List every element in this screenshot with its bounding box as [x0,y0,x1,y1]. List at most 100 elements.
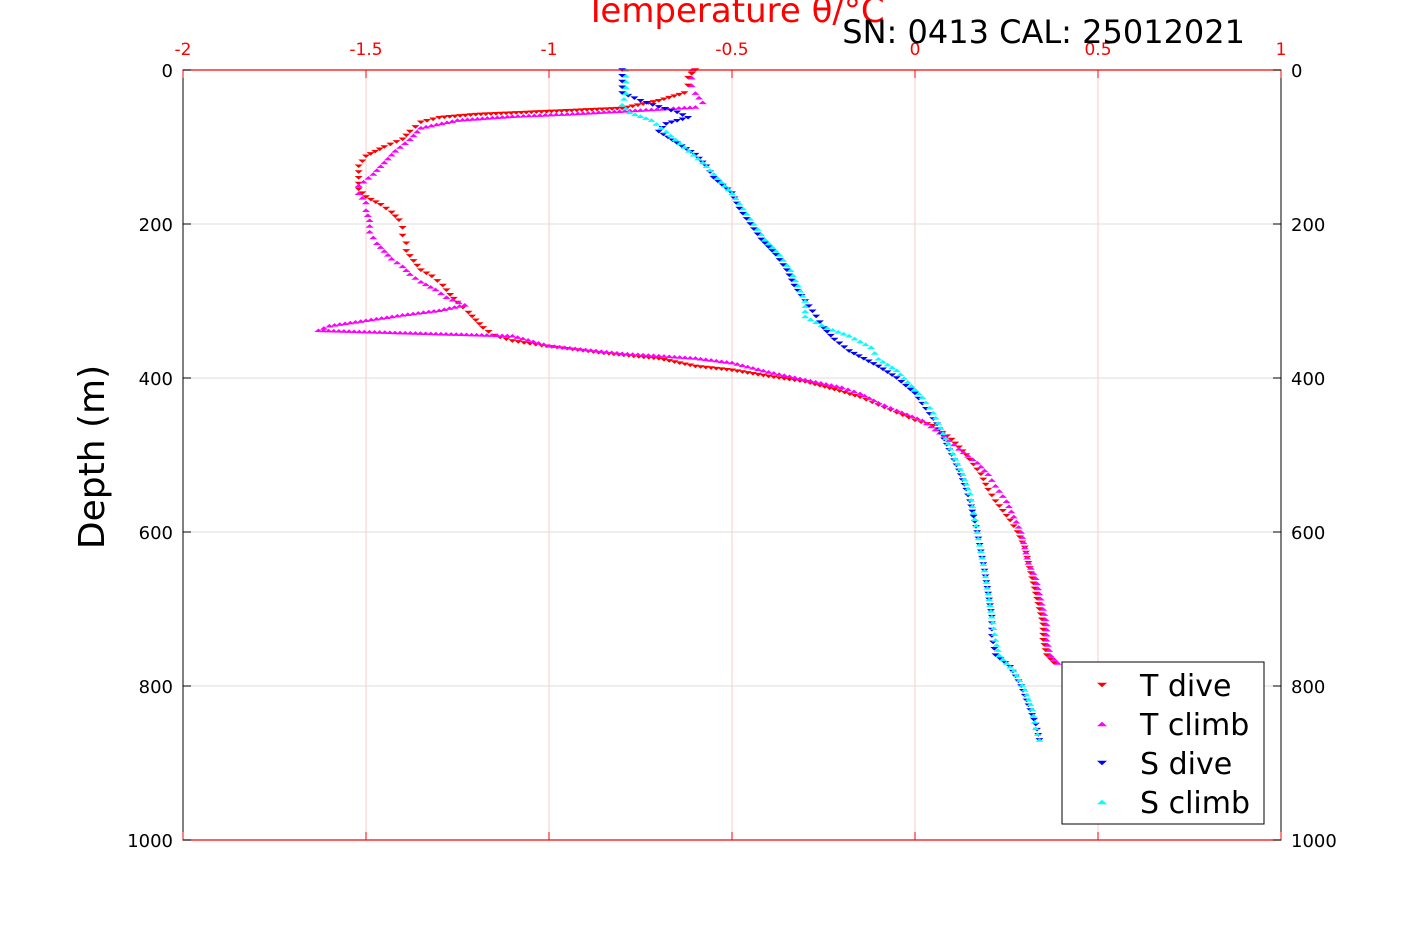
series-fill-marker [981,574,990,579]
series-fill-marker [393,313,402,318]
series-fill-marker [1030,720,1039,724]
series-fill-marker [878,367,887,372]
series-fill-marker [746,217,755,221]
data-point [398,264,407,269]
data-point [991,638,1000,642]
series-fill-marker [626,108,635,113]
series-fill-marker [785,374,794,379]
series-fill-marker [403,312,412,316]
series-fill-marker [806,378,815,383]
data-point [416,120,425,125]
series-fill-marker [825,386,834,391]
series-fill-marker [687,72,696,76]
data-point [976,472,985,477]
data-point [867,345,876,349]
data-point [958,472,967,477]
series-fill-marker [769,371,778,375]
data-point [446,293,455,297]
series-fill-marker [722,360,731,364]
data-point [973,530,982,534]
data-point [435,308,444,313]
series-fill-marker [907,383,916,388]
data-point [735,206,744,211]
series-fill-marker [1004,504,1013,509]
series-fill-marker [970,517,979,521]
series-fill-marker [422,271,431,276]
series-fill-marker [334,329,343,333]
series-fill-marker [450,305,459,309]
series-fill-marker [900,376,909,380]
series-fill-marker [801,309,810,314]
data-point [354,164,363,169]
series-fill-marker [484,330,493,334]
series-fill-marker [753,232,762,237]
data-point [969,510,978,515]
series-fill-marker [416,331,425,335]
data-point [654,129,663,134]
y-tick-label-right: 600 [1291,523,1325,544]
series-fill-marker [992,643,1001,647]
series-fill-marker [457,332,466,337]
series-fill-marker [791,278,800,283]
series-fill-marker [953,462,962,466]
data-point [647,118,656,122]
series-fill-marker [753,227,762,231]
series-fill-marker [684,149,693,153]
series-fill-marker [906,387,915,392]
data-point [684,83,693,88]
series-fill-marker [764,241,773,246]
data-point [684,115,693,120]
data-point [479,326,488,330]
data-point [918,395,927,400]
series-fill-marker [888,373,897,377]
series-fill-marker [372,168,381,172]
data-point [680,145,689,149]
series-fill-marker [686,363,695,368]
series-fill-marker [993,648,1002,652]
series-fill-marker [749,227,758,231]
series-fill-marker [455,304,464,308]
data-point [856,391,865,396]
series-fill-marker [980,468,989,473]
data-point [812,314,821,319]
series-fill-marker [660,354,669,358]
series-fill-marker [581,347,590,352]
data-point [1009,668,1018,673]
series-fill-marker [782,263,791,267]
series-fill-marker [1029,581,1038,586]
series-fill-marker [345,329,354,333]
series-fill-marker [463,117,472,122]
series-fill-marker [371,149,380,154]
series-fill-marker [1050,657,1059,661]
series-fill-marker [801,304,810,308]
data-point [416,279,425,284]
series-fill-marker [568,111,577,116]
series-fill-marker [680,105,689,110]
series-fill-marker [674,106,683,110]
series-fill-marker [530,113,539,118]
series-fill-marker [652,122,661,126]
data-point [405,137,414,142]
series-fill-marker [642,101,651,105]
series-fill-marker [925,405,934,410]
tick-marks [182,69,1282,841]
series-fill-marker [366,197,375,202]
x-tick-label: -1.5 [349,40,382,60]
series-fill-marker [850,389,858,394]
series-fill-marker [503,114,512,119]
data-point [874,364,883,369]
data-point [409,259,418,263]
data-point [698,160,707,165]
series-fill-marker [1009,524,1018,529]
series-fill-marker [738,363,747,368]
series-fill-marker [931,415,940,420]
data-point [929,410,938,415]
data-point [387,256,396,261]
series-fill-marker [812,320,821,324]
series-fill-marker [785,273,794,278]
series-fill-marker [414,311,423,315]
data-point [1039,607,1048,611]
series-fill-marker [666,133,675,138]
data-point [636,108,645,112]
series-fill-marker [539,342,548,347]
